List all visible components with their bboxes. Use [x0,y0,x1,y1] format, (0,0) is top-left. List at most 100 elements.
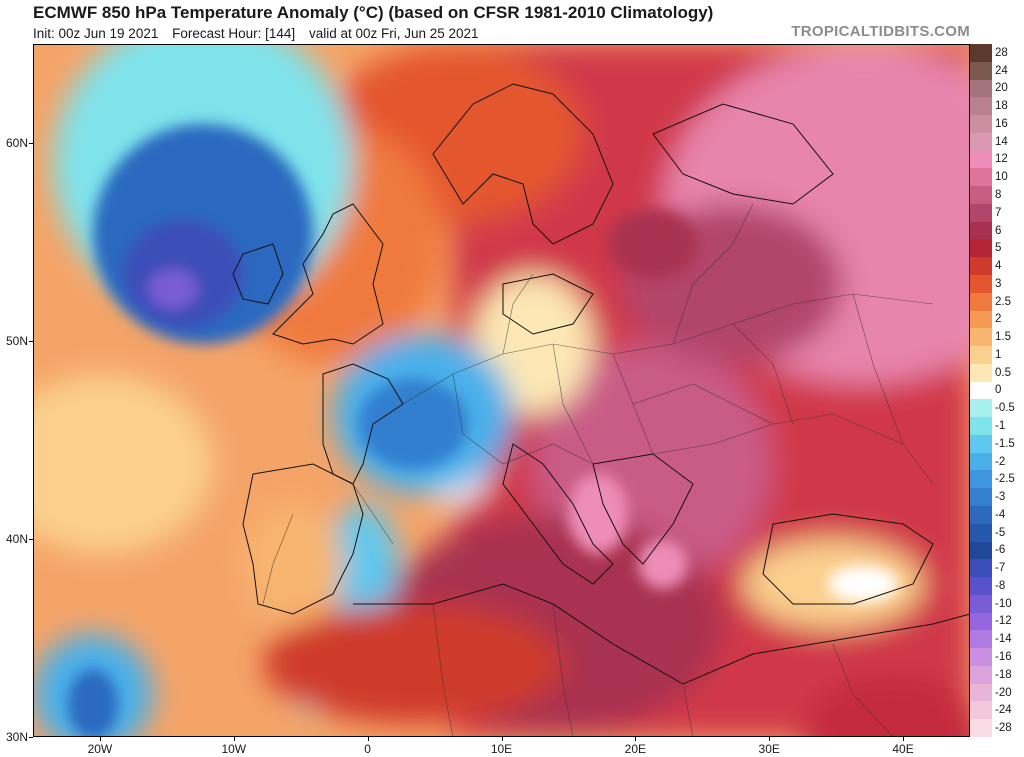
init-time: Init: 00z Jun 19 2021 [33,26,159,41]
run-info: Init: 00z Jun 19 2021 Forecast Hour: [14… [33,26,489,41]
valid-time: valid at 00z Fri, Jun 25 2021 [308,26,479,41]
legend-swatch [970,577,992,595]
legend-item: -3 [970,488,1024,506]
lat-label: 40N [5,532,28,546]
legend-swatch [970,417,992,435]
legend-label: -16 [995,651,1012,664]
longitude-axis: 20W 10W 0 10E 20E 30E 40E [33,737,970,757]
legend-item: -6 [970,541,1024,560]
map-frame [33,44,970,737]
legend-swatch [970,221,992,240]
legend-swatch [970,97,992,116]
borders [262,203,934,737]
legend-item: -10 [970,594,1024,613]
legend-swatch [970,559,992,578]
legend-item: 0 [970,381,1024,400]
legend-label: -8 [995,579,1006,592]
legend-swatch [970,363,992,382]
legend-label: -2 [995,455,1006,468]
legend-label: 2.5 [995,295,1011,308]
legend-label: 20 [995,82,1008,95]
legend-label: -6 [995,544,1006,557]
legend-item: 4 [970,257,1024,275]
anomaly-field-detail [68,124,898,737]
lat-tick [29,737,33,738]
legend-item: 12 [970,150,1024,169]
latitude-axis: 60N 50N 40N 30N [0,44,33,744]
legend-swatch [970,239,992,258]
legend-swatch [970,115,992,133]
legend-swatch [970,292,992,311]
lon-label: 10W [221,742,247,756]
legend-label: 4 [995,260,1002,273]
legend-swatch [970,434,992,453]
legend-label: -0.5 [995,402,1015,415]
legend-swatch [970,186,992,204]
forecast-hour: Forecast Hour: [144] [172,26,296,41]
legend-item: -16 [970,648,1024,666]
legend-swatch [970,132,992,151]
legend-item: -5 [970,523,1024,542]
legend-label: -28 [995,722,1012,735]
legend-item: 20 [970,79,1024,98]
legend-label: 3 [995,277,1002,290]
lon-label: 30E [758,742,780,756]
legend-label: -5 [995,526,1006,539]
legend-label: -7 [995,562,1006,575]
legend-swatch [970,594,992,613]
legend-swatch [970,452,992,471]
legend-label: -20 [995,686,1012,699]
legend-swatch [970,665,992,684]
legend-swatch [970,470,992,489]
legend-swatch [970,44,992,62]
legend-label: -1 [995,420,1006,433]
legend-swatch [970,523,992,542]
legend-label: -14 [995,633,1012,646]
legend-swatch [970,612,992,631]
lon-tick [501,737,503,741]
legend-item: -1.5 [970,434,1024,453]
legend-swatch [970,399,992,418]
lon-tick [99,737,101,741]
legend-label: 8 [995,189,1002,202]
legend-item: -4 [970,506,1024,524]
legend-label: 14 [995,135,1008,148]
lon-label: 0 [364,742,371,756]
lon-label: 20E [624,742,647,756]
legend-item: 5 [970,239,1024,258]
lat-label: 30N [5,730,28,744]
legend-label: -2.5 [995,473,1015,486]
legend-item: 24 [970,61,1024,80]
legend-swatch [970,168,992,187]
legend-item: -0.5 [970,399,1024,418]
legend-item: 18 [970,97,1024,116]
legend-swatch [970,506,992,524]
legend-item: -12 [970,612,1024,631]
lon-label: 40E [892,742,914,756]
legend-swatch [970,381,992,400]
legend-item: -1 [970,417,1024,435]
legend-label: 24 [995,64,1008,77]
legend-item: 28 [970,44,1024,62]
legend-label: 1 [995,348,1002,361]
legend-swatch [970,648,992,666]
legend-label: -10 [995,597,1012,610]
legend-item: 16 [970,115,1024,133]
legend-label: 5 [995,242,1002,255]
lon-tick [769,737,771,741]
legend-swatch [970,310,992,329]
legend-item: -14 [970,630,1024,649]
legend-item: 2 [970,310,1024,329]
legend-item: 6 [970,221,1024,240]
legend-label: -3 [995,491,1006,504]
legend-label: 0 [995,384,1002,397]
legend-swatch [970,719,992,737]
legend-label: 18 [995,100,1008,113]
lat-tick [29,341,33,342]
legend-label: 28 [995,46,1008,59]
legend-swatch [970,701,992,720]
legend-item: 3 [970,275,1024,293]
lon-tick [233,737,235,741]
legend-swatch [970,328,992,347]
anomaly-map[interactable] [33,44,970,737]
